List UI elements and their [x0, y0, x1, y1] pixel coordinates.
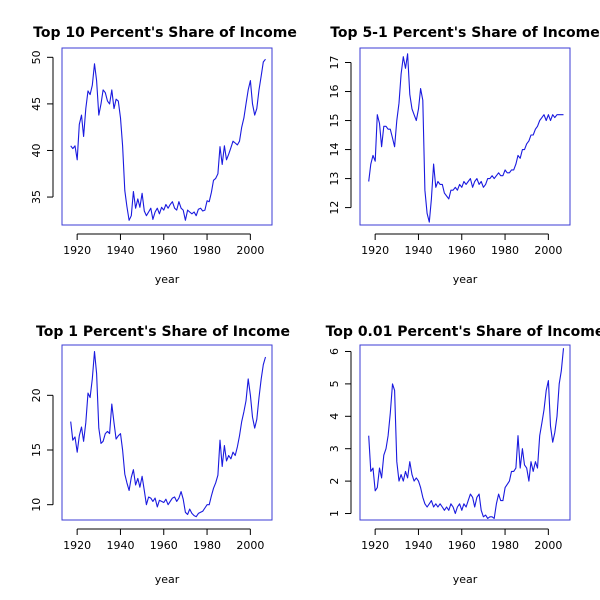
y-tick-label: 45: [30, 97, 43, 111]
x-axis: 1920 1940 1960 1980 2000: [63, 233, 264, 257]
x-tick-label: 1980: [193, 244, 221, 257]
y-tick-label: 15: [328, 114, 341, 128]
y-tick-label: 2: [328, 478, 341, 485]
y-tick-label: 12: [328, 201, 341, 215]
x-tick-label: 1980: [491, 539, 519, 552]
y-tick-label: 4: [328, 413, 341, 420]
x-tick-label: 1980: [193, 539, 221, 552]
x-tick-label: 1960: [448, 244, 476, 257]
y-axis: 12 13 14 15 16 17: [328, 56, 352, 215]
y-tick-label: 14: [328, 143, 341, 157]
x-axis-label: year: [453, 573, 478, 586]
x-tick-label: 2000: [236, 539, 264, 552]
y-tick-label: 16: [328, 85, 341, 99]
x-tick-label: 2000: [534, 244, 562, 257]
y-tick-label: 15: [30, 443, 43, 457]
x-tick-label: 1980: [491, 244, 519, 257]
x-tick-label: 1960: [150, 244, 178, 257]
y-tick-label: 17: [328, 56, 341, 70]
x-tick-label: 1940: [404, 539, 432, 552]
x-tick-label: 2000: [534, 539, 562, 552]
x-tick-label: 1920: [361, 244, 389, 257]
x-tick-label: 1920: [63, 539, 91, 552]
y-axis: 35 40 45 50: [30, 50, 54, 204]
x-tick-label: 1960: [448, 539, 476, 552]
plot-frame: [61, 47, 273, 226]
x-tick-label: 1940: [404, 244, 432, 257]
chart-title: Top 10 Percent's Share of Income: [33, 25, 297, 41]
chart-panel-1: Top 10 Percent's Share of Income 1920 1940…: [30, 25, 297, 286]
chart-title: Top 1 Percent's Share of Income: [36, 324, 290, 340]
series-line: [70, 351, 267, 518]
y-tick-label: 35: [30, 190, 43, 204]
plot-frame: [61, 344, 273, 521]
y-tick-label: 1: [328, 510, 341, 517]
series-line: [70, 58, 266, 221]
y-tick-label: 3: [328, 445, 341, 452]
series-line: [368, 348, 565, 519]
plot-frame: [359, 47, 571, 226]
plot-frame: [359, 344, 571, 521]
y-tick-label: 10: [30, 498, 43, 512]
chart-panel-2: Top 5-1 Percent's Share of Income 1920 194…: [328, 25, 600, 286]
x-axis-label: year: [453, 273, 478, 286]
series-line: [368, 53, 564, 223]
y-tick-label: 50: [30, 50, 43, 64]
x-tick-label: 1920: [361, 539, 389, 552]
y-tick-label: 6: [328, 348, 341, 355]
y-tick-label: 5: [328, 380, 341, 387]
y-axis: 10 15 20: [30, 388, 54, 512]
chart-panels: Top 10 Percent's Share of Income 1920 1940…: [30, 25, 600, 586]
x-tick-label: 1940: [106, 244, 134, 257]
x-axis: 1920 1940 1960 1980 2000: [63, 528, 264, 552]
x-axis: 1920 1940 1960 1980 2000: [361, 528, 562, 552]
y-tick-label: 40: [30, 143, 43, 157]
x-tick-label: 1920: [63, 244, 91, 257]
x-tick-label: 1960: [150, 539, 178, 552]
y-tick-label: 20: [30, 388, 43, 402]
x-axis: 1920 1940 1960 1980 2000: [361, 233, 562, 257]
y-axis: 1 2 3 4 5 6: [328, 348, 352, 517]
x-tick-label: 2000: [236, 244, 264, 257]
x-axis-label: year: [155, 273, 180, 286]
x-tick-label: 1940: [106, 539, 134, 552]
y-tick-label: 13: [328, 172, 341, 186]
x-axis-label: year: [155, 573, 180, 586]
chart-title: Top 5-1 Percent's Share of Income: [330, 25, 600, 41]
chart-title: Top 0.01 Percent's Share of Income: [326, 324, 600, 340]
